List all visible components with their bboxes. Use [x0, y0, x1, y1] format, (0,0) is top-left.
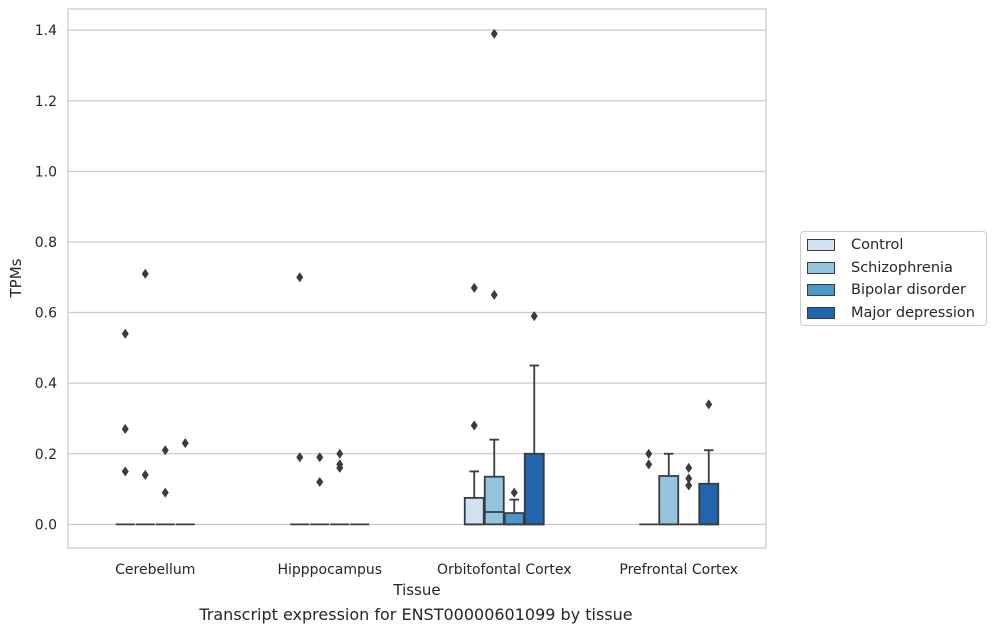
- outlier-point: [141, 469, 149, 480]
- y-tick-label: 1.2: [35, 94, 57, 110]
- outlier-point: [685, 462, 693, 473]
- outlier-point: [490, 289, 498, 300]
- outlier-point: [296, 452, 304, 463]
- outlier-point: [470, 282, 478, 293]
- legend-label-control: Control: [851, 237, 904, 253]
- box: [658, 475, 680, 526]
- legend-swatch-schizophrenia: [807, 262, 835, 274]
- box-group: [503, 487, 525, 526]
- legend-swatch-bipolar-disorder: [807, 284, 835, 296]
- x-tick-label: Prefrontal Cortex: [619, 562, 738, 578]
- plot-area: [115, 28, 720, 526]
- box-group: [310, 452, 330, 526]
- box-group: [330, 448, 350, 526]
- y-tick-label: 1.4: [35, 23, 57, 39]
- y-tick-label: 0.2: [35, 447, 57, 463]
- box-group: [658, 452, 680, 526]
- outlier-point: [121, 424, 129, 435]
- y-tick-label: 0.0: [35, 517, 57, 533]
- box-group: [290, 272, 310, 526]
- outlier-point: [161, 487, 169, 498]
- outlier-point: [161, 445, 169, 456]
- box-group: [155, 445, 175, 526]
- box-group: [175, 438, 195, 526]
- outlier-point: [645, 459, 653, 470]
- gridlines: [68, 29, 766, 526]
- box-group: [523, 311, 545, 526]
- outlier-point: [705, 399, 713, 410]
- outlier-point: [336, 462, 344, 473]
- legend-item-major-depression: Major depression: [807, 304, 975, 322]
- outlier-point: [530, 311, 538, 322]
- box-group: [463, 282, 485, 526]
- x-tick-label: Orbitofontal Cortex: [437, 562, 572, 578]
- outlier-point: [181, 438, 189, 449]
- outlier-point: [685, 473, 693, 484]
- outlier-point: [121, 466, 129, 477]
- outlier-point: [685, 480, 693, 491]
- legend-label-schizophrenia: Schizophrenia: [851, 260, 953, 276]
- outlier-point: [510, 487, 518, 498]
- box-group: [679, 462, 699, 526]
- legend-swatch-control: [807, 239, 835, 251]
- y-tick-label: 0.4: [35, 376, 57, 392]
- outlier-point: [316, 452, 324, 463]
- box: [463, 496, 485, 526]
- x-axis-title: Tissue: [392, 581, 440, 599]
- box: [523, 452, 545, 526]
- legend-label-bipolar-disorder: Bipolar disorder: [851, 282, 966, 298]
- box-group: [135, 268, 155, 526]
- box: [483, 475, 505, 526]
- box-group: [483, 28, 505, 526]
- outlier-point: [470, 420, 478, 431]
- legend: Control Schizophrenia Bipolar disorder M…: [800, 231, 987, 326]
- x-tick-label: Cerebellum: [115, 562, 195, 578]
- outlier-point: [645, 448, 653, 459]
- legend-item-bipolar-disorder: Bipolar disorder: [807, 281, 966, 299]
- legend-item-schizophrenia: Schizophrenia: [807, 259, 953, 277]
- box-group: [698, 399, 720, 526]
- outlier-point: [490, 28, 498, 39]
- outlier-point: [296, 272, 304, 283]
- y-axis-title: TPMs: [7, 258, 25, 298]
- legend-item-control: Control: [807, 236, 903, 254]
- outlier-point: [316, 476, 324, 487]
- y-tick-label: 0.6: [35, 306, 57, 322]
- legend-swatch-major-depression: [807, 307, 835, 319]
- box-group: [115, 328, 135, 526]
- plot-frame: [67, 8, 767, 549]
- box: [698, 482, 720, 526]
- y-tick-label: 0.8: [35, 235, 57, 251]
- outlier-point: [141, 268, 149, 279]
- x-axis: Cerebellum Hipppocampus Orbitofontal Corte…: [115, 562, 738, 578]
- box-group: [639, 448, 659, 526]
- outlier-point: [121, 328, 129, 339]
- y-axis: 0.0 0.2 0.4 0.6 0.8 1.0 1.2 1.4: [35, 23, 57, 533]
- outlier-point: [336, 448, 344, 459]
- chart-caption: Transcript expression for ENST0000060109…: [199, 605, 633, 624]
- box: [503, 512, 525, 526]
- y-tick-label: 1.0: [35, 164, 57, 180]
- legend-label-major-depression: Major depression: [851, 305, 975, 321]
- x-tick-label: Hipppocampus: [277, 562, 382, 578]
